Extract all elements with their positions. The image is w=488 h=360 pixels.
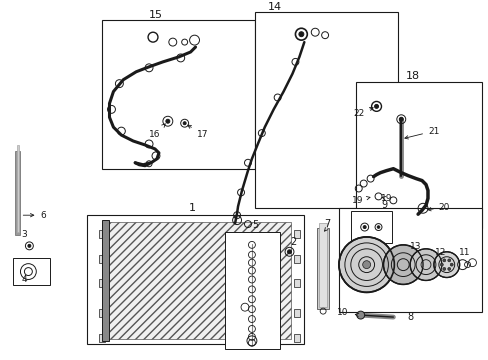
- Circle shape: [287, 250, 291, 254]
- Circle shape: [363, 226, 366, 229]
- Text: 3: 3: [21, 230, 27, 239]
- Circle shape: [362, 261, 370, 269]
- Text: 4: 4: [21, 275, 27, 284]
- Text: 21: 21: [404, 127, 438, 139]
- Bar: [17, 145, 20, 232]
- Bar: [99, 334, 104, 342]
- Circle shape: [447, 259, 450, 262]
- Circle shape: [433, 252, 459, 278]
- Circle shape: [439, 263, 443, 266]
- Text: 16: 16: [149, 124, 165, 139]
- Bar: [99, 279, 104, 287]
- Circle shape: [449, 263, 452, 266]
- Bar: [338, 208, 481, 312]
- Circle shape: [383, 245, 422, 284]
- Bar: [294, 279, 300, 287]
- Circle shape: [409, 249, 441, 280]
- Text: 18: 18: [405, 71, 419, 81]
- Circle shape: [28, 244, 31, 247]
- Bar: [99, 309, 104, 317]
- Bar: [350, 211, 391, 243]
- Bar: [99, 230, 104, 238]
- Circle shape: [165, 119, 169, 123]
- Text: 9: 9: [381, 200, 386, 210]
- Bar: [102, 220, 109, 341]
- Text: 8: 8: [407, 312, 412, 322]
- Text: 22: 22: [353, 107, 372, 118]
- Circle shape: [447, 267, 450, 270]
- Bar: [15, 151, 20, 235]
- Text: 19: 19: [351, 196, 369, 205]
- Text: 20: 20: [427, 203, 449, 212]
- Circle shape: [374, 104, 378, 108]
- Text: 12: 12: [434, 248, 446, 257]
- Circle shape: [183, 122, 186, 125]
- Text: 11: 11: [458, 248, 469, 257]
- Text: 6: 6: [23, 211, 46, 220]
- Text: 13: 13: [409, 242, 421, 251]
- Bar: [317, 228, 328, 309]
- Bar: [294, 334, 300, 342]
- Text: 17: 17: [187, 125, 207, 139]
- Circle shape: [376, 226, 379, 228]
- Bar: [102, 222, 291, 339]
- Text: 10: 10: [337, 308, 358, 317]
- Bar: [225, 232, 279, 349]
- Text: 19: 19: [380, 194, 391, 203]
- Text: 7: 7: [324, 219, 329, 229]
- Text: 15: 15: [149, 10, 163, 21]
- Bar: [294, 230, 300, 238]
- Bar: [254, 13, 398, 208]
- Circle shape: [399, 117, 403, 121]
- Bar: [294, 255, 300, 263]
- Circle shape: [356, 311, 364, 319]
- Text: 2: 2: [290, 237, 296, 247]
- Bar: [319, 223, 326, 307]
- Circle shape: [338, 237, 393, 292]
- Text: 5: 5: [251, 220, 258, 230]
- Bar: [13, 258, 50, 285]
- Bar: [86, 215, 304, 344]
- Text: 1: 1: [189, 203, 196, 213]
- Circle shape: [298, 32, 303, 37]
- Text: 14: 14: [267, 3, 281, 13]
- Bar: [355, 82, 481, 228]
- Bar: [99, 255, 104, 263]
- Circle shape: [442, 259, 445, 262]
- Circle shape: [442, 267, 445, 270]
- Bar: [294, 309, 300, 317]
- Bar: [102, 21, 254, 169]
